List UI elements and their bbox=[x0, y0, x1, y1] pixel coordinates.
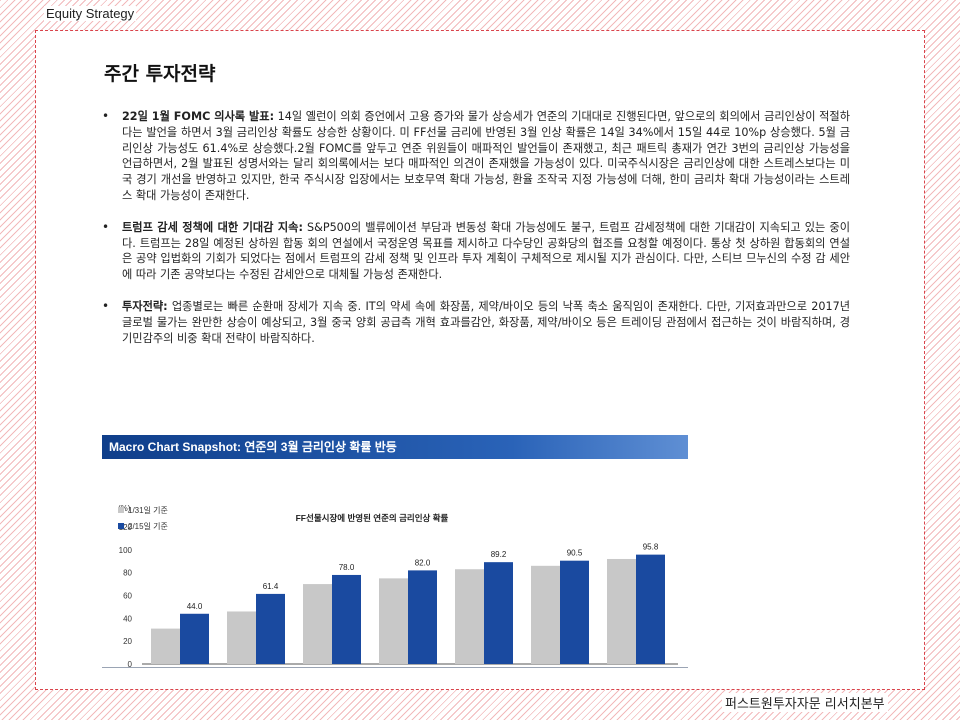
y-tick-label: 100 bbox=[119, 546, 133, 555]
bar bbox=[332, 574, 361, 664]
bar bbox=[379, 578, 408, 664]
bullet-heading: 투자전략: bbox=[122, 299, 168, 313]
bullet-dot-icon: • bbox=[102, 219, 110, 234]
bar bbox=[408, 570, 437, 664]
bullet-list: • 22일 1월 FOMC 의사록 발표: 14일 옐런이 의회 증언에서 고용… bbox=[102, 109, 850, 362]
chart-banner: Macro Chart Snapshot: 연준의 3월 금리인상 확률 반등 bbox=[102, 435, 688, 459]
data-label: 82.0 bbox=[415, 558, 431, 567]
y-tick-label: 0 bbox=[128, 660, 133, 667]
legend-swatch bbox=[118, 523, 124, 529]
y-tick-label: 80 bbox=[123, 569, 132, 578]
legend-label: 2/15일 기준 bbox=[128, 522, 168, 531]
bar bbox=[256, 593, 285, 664]
bullet-text: 14일 옐런이 의회 증언에서 고용 증가와 물가 상승세가 연준의 기대대로 … bbox=[122, 110, 850, 202]
data-label: 61.4 bbox=[263, 582, 279, 591]
bullet-heading: 22일 1월 FOMC 의사록 발표: bbox=[122, 110, 275, 123]
data-label: 89.2 bbox=[491, 550, 507, 559]
y-tick-label: 120 bbox=[119, 523, 133, 532]
y-tick-label: 20 bbox=[123, 637, 132, 646]
y-axis-unit-label: (%) bbox=[118, 504, 131, 513]
footer-label: 퍼스트원투자자문 리서치본부 bbox=[722, 693, 888, 712]
bar bbox=[607, 558, 636, 664]
chart-title: FF선물시장에 반영된 연준의 금리인상 확률 bbox=[296, 513, 449, 523]
bullet-dot-icon: • bbox=[102, 109, 110, 123]
chart-panel: Macro Chart Snapshot: 연준의 3월 금리인상 확률 반등 … bbox=[102, 435, 688, 668]
bar bbox=[560, 560, 589, 664]
bullet-heading: 트럼프 감세 정책에 대한 기대감 지속: bbox=[122, 220, 303, 234]
section-label: Equity Strategy bbox=[44, 6, 137, 21]
y-tick-label: 60 bbox=[123, 592, 132, 601]
bar bbox=[303, 584, 332, 664]
bullet-text: S&P500의 밸류에이션 부담과 변동성 확대 가능성에도 불구, 트럼프 감… bbox=[122, 220, 850, 282]
bullet-text: 업종별로는 빠른 순환매 장세가 지속 중. IT의 약세 속에 화장품, 제약… bbox=[122, 299, 850, 345]
data-label: 44.0 bbox=[187, 602, 203, 611]
content-frame: 주간 투자전략 • 22일 1월 FOMC 의사록 발표: 14일 옐런이 의회… bbox=[35, 30, 925, 690]
bullet-item-fomc: • 22일 1월 FOMC 의사록 발표: 14일 옐런이 의회 증언에서 고용… bbox=[102, 109, 850, 204]
y-tick-label: 40 bbox=[123, 614, 132, 623]
bullet-item-trump-tax: • 트럼프 감세 정책에 대한 기대감 지속: S&P500의 밸류에이션 부담… bbox=[102, 220, 850, 283]
legend-swatch bbox=[118, 507, 124, 513]
data-label: 78.0 bbox=[339, 563, 355, 572]
bar bbox=[484, 562, 513, 664]
bar bbox=[531, 565, 560, 664]
page-title: 주간 투자전략 bbox=[104, 63, 216, 85]
bar bbox=[180, 613, 209, 664]
bar-chart: (%) 0 20 40 60 80 100 120 FF선물시장에 반영된 연준의 금리인상 확… bbox=[118, 504, 678, 667]
bullet-item-strategy: • 투자전략: 업종별로는 빠른 순환매 장세가 지속 중. IT의 약세 속에… bbox=[102, 299, 850, 346]
data-label: 95.8 bbox=[643, 543, 659, 552]
bar bbox=[636, 554, 665, 664]
bar bbox=[455, 569, 484, 664]
bullet-dot-icon: • bbox=[102, 298, 110, 313]
bar bbox=[151, 628, 180, 664]
bar bbox=[227, 611, 256, 664]
data-label: 90.5 bbox=[567, 549, 583, 558]
legend-label: 1/31일 기준 bbox=[128, 506, 168, 515]
